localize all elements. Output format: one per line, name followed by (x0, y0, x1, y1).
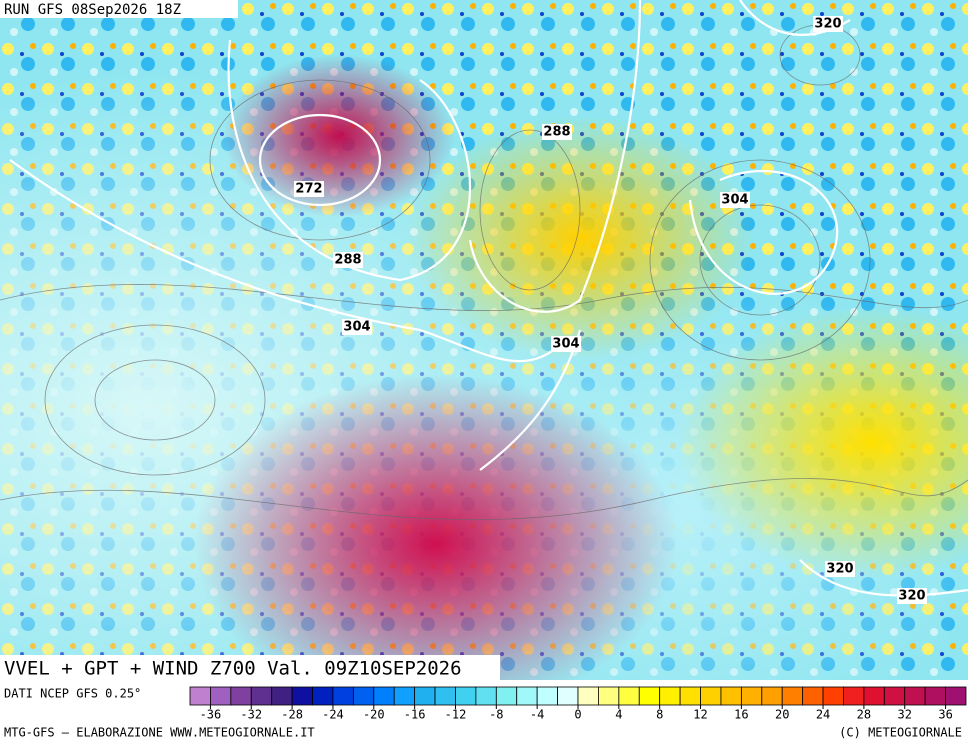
contour-label-box (720, 192, 750, 208)
colorbar-cell (332, 686, 354, 706)
colorbar-cell (312, 686, 334, 706)
contour-label-box (333, 252, 363, 268)
colorbar-cell (455, 686, 477, 706)
run-label-box (0, 0, 238, 18)
contour-label: 288 (543, 125, 570, 140)
colorbar-cell (700, 686, 722, 706)
colorbar-cell (291, 686, 313, 706)
colorbar-tick-label: 36 (938, 708, 952, 722)
colorbar-cell (475, 686, 497, 706)
colorbar-cell (271, 686, 293, 706)
colorbar-cell (720, 686, 742, 706)
contour-label: 288 (334, 253, 361, 268)
colorbar-tick-label: 0 (574, 708, 581, 722)
contour-label: 304 (552, 337, 579, 352)
source-label: DATI NCEP GFS 0.25° (4, 687, 141, 701)
colorbar-tick-label: -8 (489, 708, 503, 722)
colorbar-cell (659, 686, 681, 706)
colorbar-tick-label: 24 (816, 708, 830, 722)
map-area (0, 0, 968, 680)
colorbar-cell (679, 686, 701, 706)
colorbar-cell (843, 686, 865, 706)
colorbar-cell (414, 686, 436, 706)
footer-left: MTG-GFS – ELABORAZIONE WWW.METEOGIORNALE… (4, 726, 315, 740)
colorbar-tick-label: 16 (734, 708, 748, 722)
run-label: RUN GFS 08Sep2026 18Z (4, 2, 181, 18)
colorbar-cell (761, 686, 783, 706)
colorbar-tick-label: -24 (322, 708, 344, 722)
colorbar-cell (740, 686, 763, 706)
colorbar-cell (250, 686, 273, 706)
contour-label: 272 (295, 182, 322, 197)
title-box (0, 655, 500, 680)
contour-label-box (551, 336, 581, 352)
colorbar-cell (904, 686, 926, 706)
map-title: VVEL + GPT + WIND Z700 Val. 09Z10SEP2026 (4, 658, 462, 680)
contour-labels: 320 288 272 304 288 304 304 320 320 (294, 16, 927, 604)
colorbar-cell (598, 686, 620, 706)
contour-label: 320 (898, 589, 925, 604)
colorbar-cell (638, 686, 661, 706)
contour-label-box (825, 561, 855, 577)
colorbar-tick-label: -16 (404, 708, 426, 722)
contour-label-box (542, 124, 572, 140)
colorbar-cell (230, 686, 252, 706)
colorbar-cell (781, 686, 804, 706)
colorbar-tick-label: -4 (530, 708, 544, 722)
colorbar-tick-label: -32 (240, 708, 262, 722)
colorbar-tick-label: -28 (281, 708, 303, 722)
colorbar-tick-label: 8 (656, 708, 663, 722)
colorbar-tick-label: 12 (693, 708, 707, 722)
colorbar-cell (536, 686, 558, 706)
colorbar-cell (802, 686, 824, 706)
colorbar-cell (189, 686, 211, 706)
colorbar-cell (924, 686, 946, 706)
footer-right: (C) METEOGIORNALE (839, 726, 962, 740)
contour-label-box (294, 181, 324, 197)
contour-label: 304 (721, 193, 748, 208)
contour-label-box (897, 588, 927, 604)
colorbar-cell (210, 686, 232, 706)
colorbar-cell (516, 686, 538, 706)
contour-label-box (813, 16, 843, 32)
colorbar-cell (945, 686, 967, 706)
colorbar-cell (557, 686, 579, 706)
height-contours (9, 0, 968, 597)
colorbar: -36 -32 -28 -24 -20 -16 -12 -8 -4 0 4 8 12 16 20 24 28 32… (189, 686, 967, 722)
contour-label: 320 (826, 562, 853, 577)
colorbar-cell (577, 686, 599, 706)
colorbar-tick-label: 32 (898, 708, 912, 722)
colorbar-tick-label: -20 (363, 708, 385, 722)
contour-label: 320 (814, 17, 841, 32)
colorbar-cell (883, 686, 906, 706)
colorbar-tick-label: 4 (615, 708, 622, 722)
contour-label-box (342, 319, 372, 335)
colorbar-tick-label: -12 (445, 708, 467, 722)
colorbar-cell (618, 686, 640, 706)
colorbar-cell (863, 686, 885, 706)
colorbar-cell (822, 686, 844, 706)
colorbar-cell (434, 686, 456, 706)
colorbar-cell (393, 686, 416, 706)
colorbar-cell (352, 686, 375, 706)
colorbar-tick-label: 20 (775, 708, 789, 722)
contour-label: 304 (343, 320, 370, 335)
colorbar-cell (373, 686, 395, 706)
colorbar-tick-label: -36 (200, 708, 222, 722)
colorbar-cell (495, 686, 518, 706)
colorbar-tick-label: 28 (857, 708, 871, 722)
